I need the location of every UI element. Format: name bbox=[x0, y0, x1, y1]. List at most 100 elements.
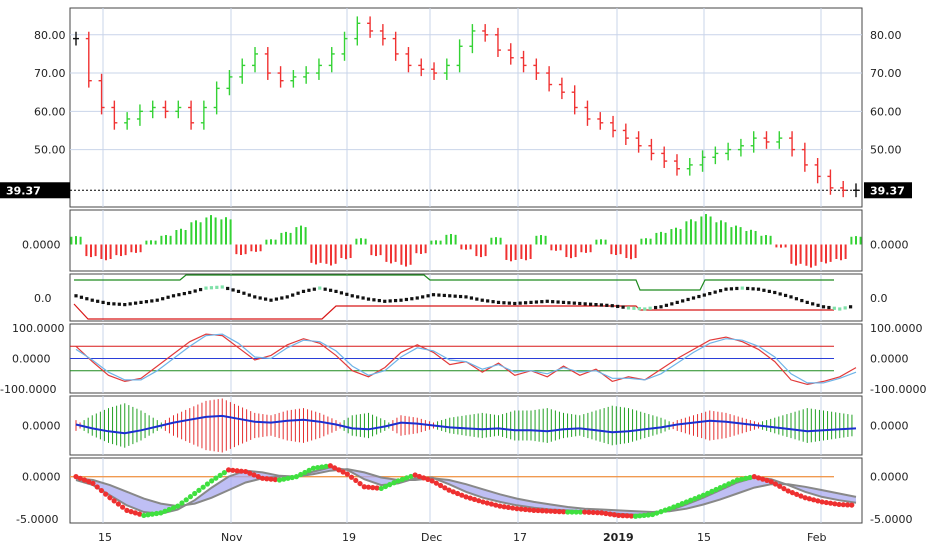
dot-marker bbox=[567, 301, 571, 305]
signal-dot bbox=[226, 467, 232, 473]
signal-dot bbox=[480, 499, 486, 505]
signal-dot bbox=[234, 468, 240, 474]
dot-marker bbox=[469, 296, 474, 300]
signal-dot bbox=[806, 496, 812, 502]
y-tick-label-right: 80.00 bbox=[870, 29, 902, 42]
signal-dot bbox=[611, 512, 617, 518]
y-tick-label-right: 0.0000 bbox=[870, 239, 909, 252]
signal-dot bbox=[603, 510, 609, 517]
signal-dot bbox=[675, 502, 681, 508]
y-tick-label-left: 0.0000 bbox=[22, 239, 61, 252]
dot-marker bbox=[372, 298, 376, 302]
signal-dot bbox=[811, 497, 817, 503]
signal-dot bbox=[755, 475, 762, 481]
cloud-edge-b bbox=[75, 468, 857, 514]
signal-dot bbox=[590, 509, 596, 516]
x-tick-label: Dec bbox=[421, 531, 442, 544]
signal-dot bbox=[289, 474, 295, 481]
x-tick-label: 19 bbox=[342, 531, 356, 544]
signal-dot bbox=[192, 490, 198, 497]
dot-marker bbox=[301, 289, 306, 293]
signal-dot bbox=[662, 507, 668, 513]
signal-dot bbox=[649, 511, 656, 518]
dot-marker bbox=[762, 288, 766, 292]
dot-marker bbox=[648, 306, 652, 310]
dot-marker bbox=[123, 303, 127, 307]
signal-dot bbox=[166, 506, 172, 513]
signal-dot bbox=[777, 483, 783, 489]
dot-marker bbox=[318, 286, 322, 290]
dot-marker bbox=[226, 286, 230, 291]
signal-dot bbox=[632, 513, 639, 519]
dot-marker bbox=[442, 293, 446, 298]
dot-marker bbox=[150, 299, 154, 303]
dot-marker bbox=[556, 300, 560, 304]
signal-dot bbox=[450, 489, 456, 495]
signal-dot bbox=[560, 509, 567, 515]
signal-dot bbox=[726, 481, 732, 487]
dot-marker bbox=[637, 307, 641, 311]
dot-marker bbox=[496, 300, 501, 304]
signal-dot bbox=[187, 494, 194, 500]
signal-dot bbox=[268, 476, 274, 482]
dot-marker bbox=[724, 287, 728, 291]
dot-marker bbox=[307, 288, 311, 292]
dot-marker bbox=[242, 291, 246, 295]
dot-marker bbox=[220, 285, 224, 289]
dot-marker bbox=[274, 297, 279, 301]
signal-dot bbox=[120, 504, 126, 510]
signal-dot bbox=[569, 509, 575, 515]
signal-dot bbox=[209, 478, 215, 484]
dot-marker bbox=[177, 293, 181, 297]
signal-dot bbox=[526, 507, 533, 513]
dot-marker bbox=[410, 297, 414, 301]
signal-dot bbox=[628, 513, 634, 519]
dot-marker bbox=[805, 300, 809, 304]
signal-dot bbox=[785, 488, 791, 494]
signal-dot bbox=[819, 499, 825, 505]
last-price-label-left: 39.37 bbox=[6, 184, 41, 197]
signal-dot bbox=[399, 476, 406, 482]
y-tick-label-left: -100.0000 bbox=[0, 383, 56, 396]
dot-marker bbox=[643, 307, 647, 311]
x-tick-label: 15 bbox=[697, 531, 711, 544]
dot-marker bbox=[388, 299, 392, 303]
dot-marker bbox=[486, 299, 490, 303]
signal-dot bbox=[73, 474, 79, 480]
dot-marker bbox=[96, 299, 100, 303]
dot-marker bbox=[106, 301, 111, 306]
signal-dot bbox=[276, 477, 283, 483]
signal-dot bbox=[302, 469, 308, 476]
dot-marker bbox=[312, 287, 316, 291]
signal-dot bbox=[90, 480, 96, 486]
dot-marker bbox=[588, 302, 593, 306]
dot-marker bbox=[767, 289, 771, 293]
y-tick-label-right: 0.0000 bbox=[870, 471, 909, 484]
dot-marker bbox=[448, 294, 452, 298]
dot-marker bbox=[171, 294, 176, 298]
signal-dot bbox=[391, 480, 397, 486]
signal-dot bbox=[365, 484, 372, 490]
signal-dot bbox=[815, 498, 821, 504]
signal-dot bbox=[336, 467, 342, 473]
panel-frame bbox=[69, 209, 863, 272]
signal-dot bbox=[823, 499, 829, 506]
y-tick-label-right: 50.00 bbox=[870, 144, 902, 157]
signal-dot bbox=[442, 485, 448, 491]
dot-marker bbox=[393, 298, 398, 303]
signal-dot bbox=[476, 498, 482, 504]
signal-dot bbox=[586, 509, 592, 515]
dot-marker bbox=[128, 302, 132, 306]
dot-marker bbox=[735, 286, 739, 291]
signal-dot bbox=[382, 483, 389, 490]
signal-dot bbox=[221, 470, 227, 476]
dot-marker bbox=[453, 294, 457, 298]
dot-marker bbox=[702, 293, 706, 297]
signal-dot bbox=[213, 475, 219, 481]
panel-frame bbox=[69, 7, 863, 208]
signal-dot bbox=[162, 508, 168, 514]
signal-dot bbox=[238, 468, 244, 474]
signal-dot bbox=[327, 463, 333, 469]
signal-dot bbox=[637, 513, 643, 519]
dot-marker bbox=[594, 303, 598, 307]
